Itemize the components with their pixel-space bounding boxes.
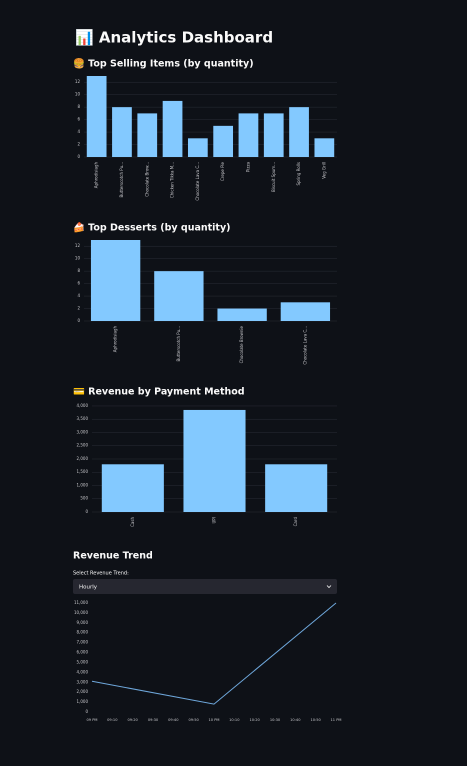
- bar: [183, 409, 246, 512]
- y-tick-label: 6,000: [77, 650, 89, 655]
- x-tick-label: UPI: [212, 517, 217, 524]
- x-tick-label: 10:30: [270, 718, 281, 722]
- bar: [265, 464, 328, 512]
- x-tick-label: Biscuit Spum...: [271, 162, 276, 192]
- x-tick-label: Pizza: [245, 161, 250, 172]
- bar: [101, 464, 164, 512]
- bar: [187, 138, 208, 157]
- x-tick-label: Veg Grill: [321, 162, 326, 179]
- x-tick-label: 10 PM: [209, 718, 220, 722]
- y-tick-label: 1,000: [77, 482, 89, 487]
- y-tick-label: 8,000: [77, 630, 89, 635]
- x-tick-label: 09:20: [127, 718, 138, 722]
- x-tick-label: 10:20: [249, 718, 260, 722]
- select-label: Select Revenue Trend:: [73, 571, 129, 577]
- page-title: 📊 Analytics Dashboard: [75, 29, 273, 47]
- bar: [90, 240, 141, 321]
- y-tick-label: 5,000: [77, 659, 89, 664]
- y-tick-label: 0: [85, 509, 88, 514]
- y-tick-label: 3,000: [77, 429, 89, 434]
- y-tick-label: 1,500: [77, 469, 89, 474]
- y-tick-label: 4: [77, 129, 80, 134]
- y-tick-label: 12: [75, 79, 81, 84]
- bar: [238, 113, 259, 157]
- x-tick-label: Butterscotch Pu...: [176, 326, 181, 362]
- bar: [86, 76, 107, 157]
- x-tick-label: 10:40: [290, 718, 301, 722]
- bar: [137, 113, 158, 157]
- x-tick-label: Aphrodisiagh: [94, 162, 99, 189]
- chart-title: 💳 Revenue by Payment Method: [73, 387, 245, 398]
- y-tick-label: 2,000: [77, 456, 89, 461]
- y-tick-label: 4: [77, 293, 80, 298]
- bar: [289, 107, 309, 157]
- bar: [217, 308, 267, 321]
- bar: [263, 113, 284, 157]
- y-tick-label: 2: [77, 142, 80, 147]
- x-tick-label: Aphrodisiagh: [113, 326, 118, 353]
- line: [91, 602, 337, 705]
- y-tick-label: 7,000: [77, 640, 89, 645]
- x-tick-label: 09 PM: [87, 718, 98, 722]
- y-tick-label: 8: [77, 104, 80, 109]
- y-tick-label: 2: [77, 306, 80, 311]
- chart-title: Revenue Trend: [73, 551, 153, 562]
- x-tick-label: 09:30: [148, 718, 159, 722]
- x-tick-label: Card: [293, 517, 298, 527]
- x-tick-label: 09:40: [168, 718, 179, 722]
- x-tick-label: Chicken Tikka M...: [170, 162, 175, 198]
- x-tick-label: Chocolate Lava C...: [302, 326, 307, 365]
- bar: [314, 138, 335, 157]
- x-tick-label: 09:10: [107, 718, 118, 722]
- x-tick-label: Chocolate Brownie: [239, 325, 244, 363]
- x-tick-label: 10:50: [310, 718, 321, 722]
- bar: [154, 271, 204, 321]
- select-value[interactable]: Hourly: [79, 585, 98, 591]
- y-tick-label: 0: [77, 318, 80, 323]
- x-tick-label: Butterscotch Pu...: [119, 162, 124, 198]
- y-tick-label: 0: [77, 154, 80, 159]
- y-tick-label: 2,000: [77, 689, 89, 694]
- bar: [280, 302, 331, 321]
- y-tick-label: 8: [77, 268, 80, 273]
- x-tick-label: Spring Rolls: [296, 162, 301, 186]
- x-tick-label: Crepe Pie: [220, 161, 225, 181]
- y-tick-label: 9,000: [77, 620, 89, 625]
- y-tick-label: 4,000: [77, 669, 89, 674]
- chart-title: 🍰 Top Desserts (by quantity): [73, 222, 231, 234]
- y-tick-label: 10: [75, 256, 81, 261]
- y-tick-label: 10: [75, 92, 81, 97]
- x-tick-label: 10:10: [229, 718, 240, 722]
- y-tick-label: 10,000: [74, 610, 88, 615]
- y-tick-label: 12: [75, 243, 81, 248]
- y-tick-label: 1,000: [77, 699, 89, 704]
- select-box[interactable]: [73, 579, 337, 594]
- y-tick-label: 6: [77, 281, 80, 286]
- bar: [213, 125, 234, 157]
- bar: [112, 107, 132, 157]
- x-tick-label: Chocolate Lava C...: [195, 162, 200, 201]
- y-tick-label: 2,500: [77, 443, 89, 448]
- bar: [162, 100, 183, 157]
- x-tick-label: 09:50: [188, 718, 199, 722]
- y-tick-label: 3,500: [77, 416, 89, 421]
- x-tick-label: Chocolate Brow...: [144, 162, 149, 197]
- chart-title: 🍔 Top Selling Items (by quantity): [73, 58, 254, 70]
- y-tick-label: 0: [85, 709, 88, 714]
- select-chevron: [326, 585, 332, 589]
- y-tick-label: 4,000: [77, 403, 89, 408]
- y-tick-label: 11,000: [74, 600, 88, 605]
- y-tick-label: 3,000: [77, 679, 89, 684]
- x-tick-label: 11 PM: [331, 718, 342, 722]
- y-tick-label: 6: [77, 117, 80, 122]
- y-tick-label: 500: [80, 496, 88, 501]
- x-tick-label: Cash: [130, 517, 135, 527]
